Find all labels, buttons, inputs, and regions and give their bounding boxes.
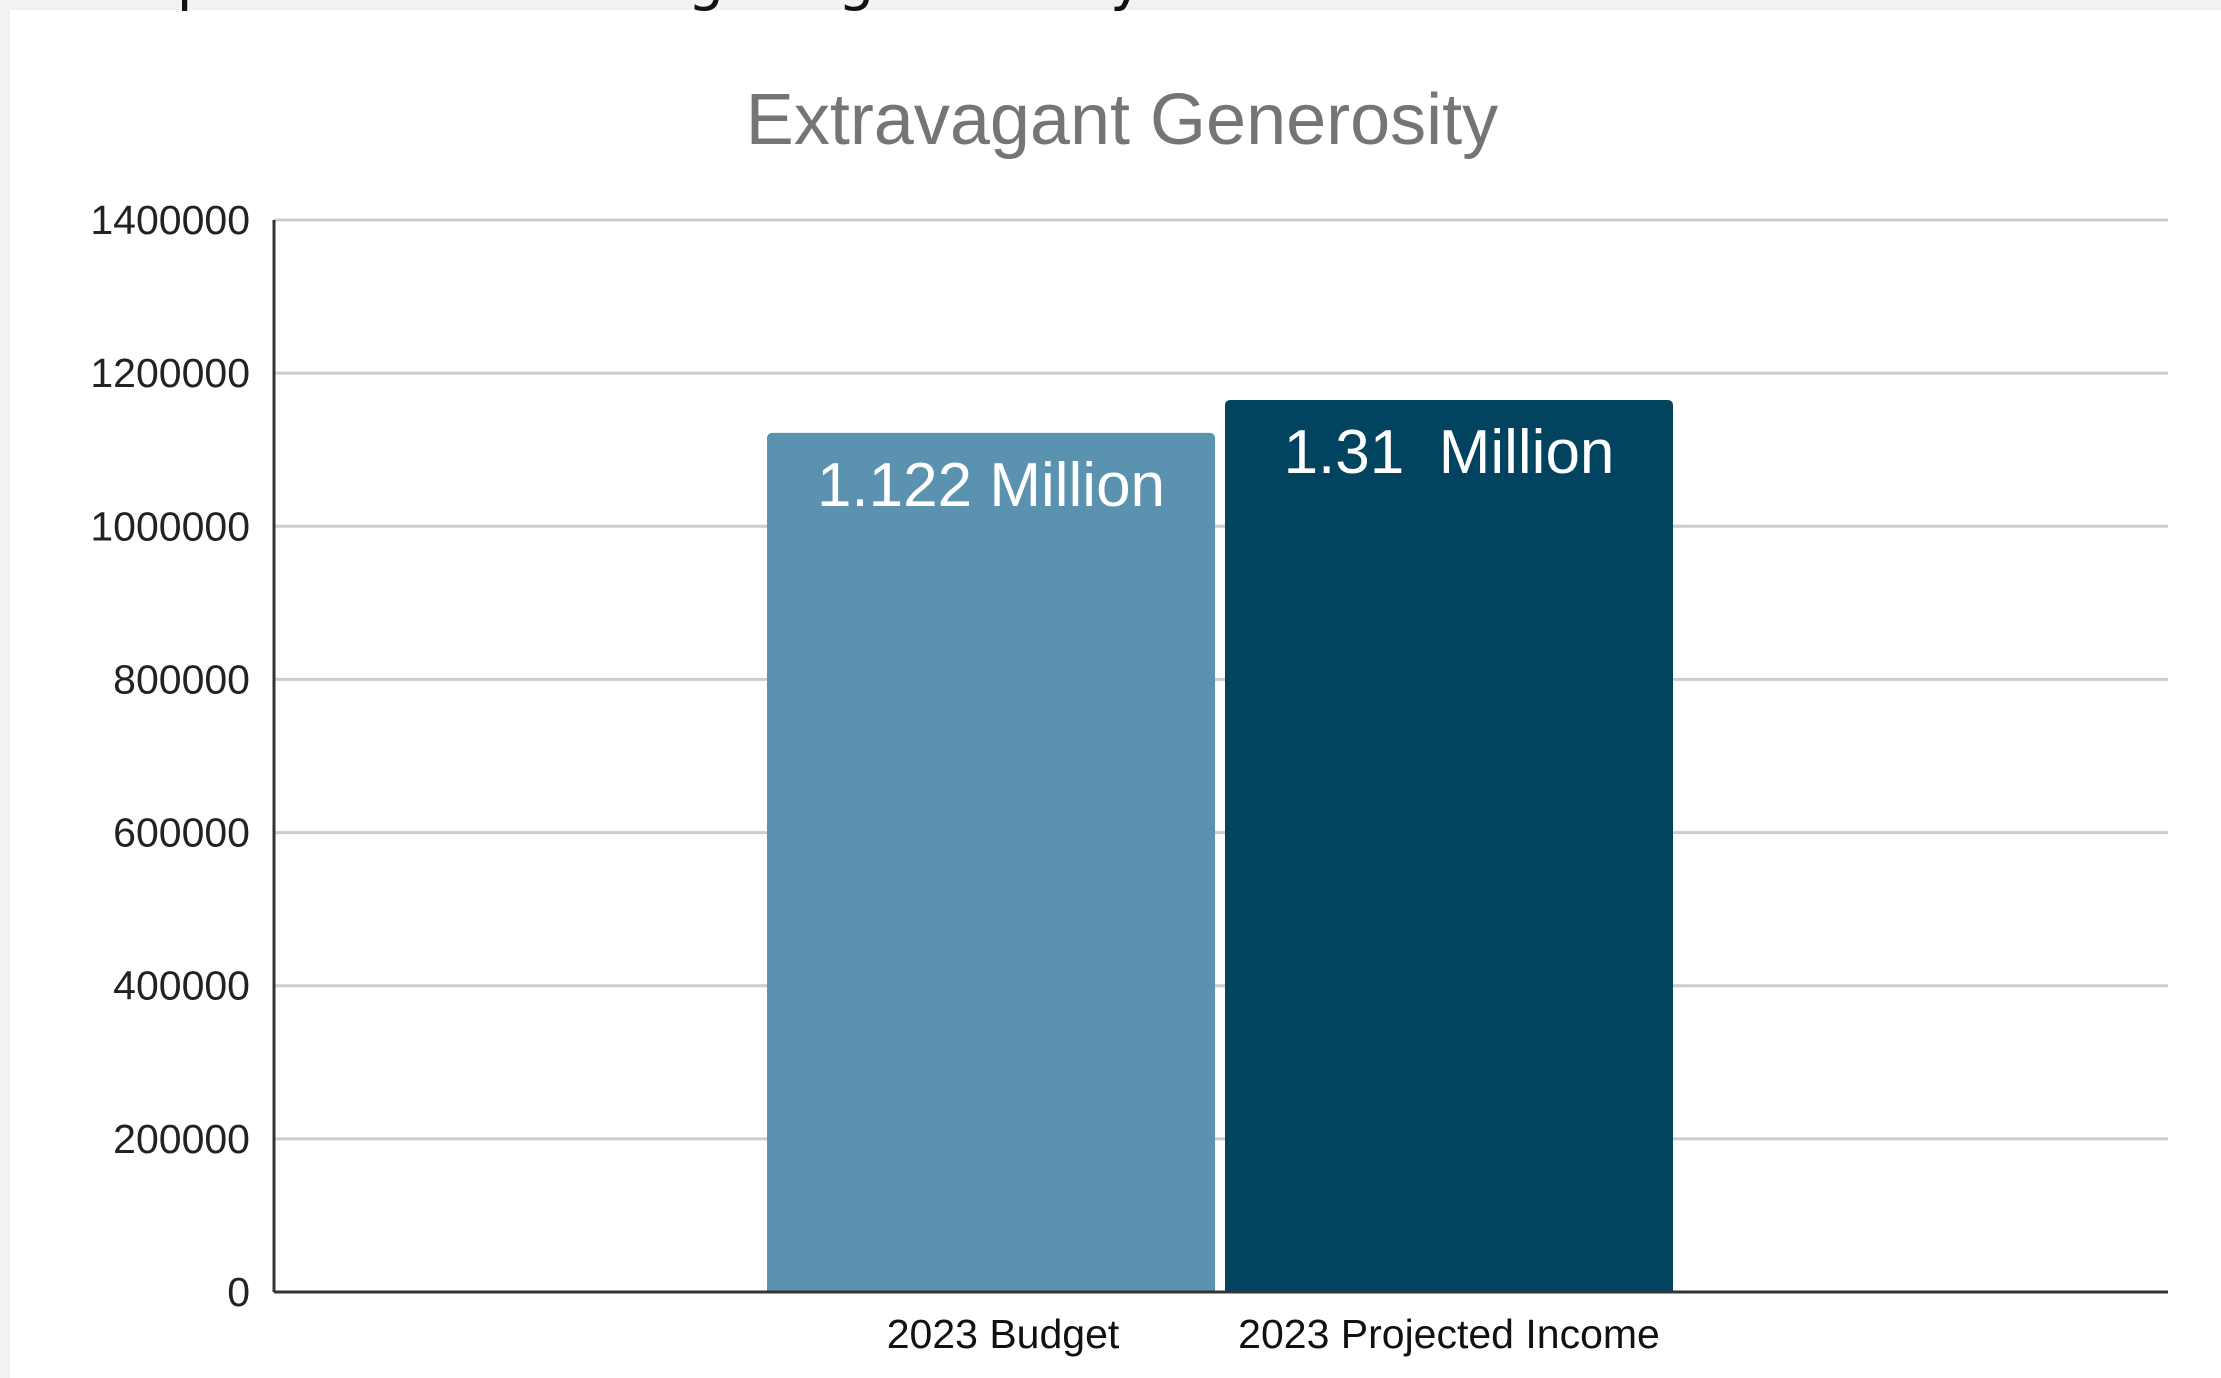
top-caption: have practiced extravagant generosity. (16, 0, 1154, 8)
bar (1225, 399, 1673, 1292)
y-tick-label: 400000 (113, 963, 250, 1009)
bar-base (767, 1282, 1215, 1292)
chart-card: Extravagant Generosity 0 200000 400000 6000… (10, 10, 2221, 1378)
y-tick-label: 600000 (113, 810, 250, 856)
x-category-label: 2023 Budget (887, 1311, 1120, 1357)
bars-layer (767, 399, 1673, 1293)
y-tick-label: 1000000 (90, 503, 250, 549)
x-category-label: 2023 Projected Income (1238, 1311, 1660, 1357)
chart-svg: Extravagant Generosity 0 200000 400000 6000… (90, 80, 2168, 1357)
bar (767, 432, 1215, 1293)
y-tick-label: 200000 (113, 1116, 250, 1162)
y-tick-label: 0 (227, 1269, 250, 1315)
axes-layer (272, 220, 2168, 1294)
bar-data-label: 1.31 Million (1284, 418, 1615, 487)
y-tick-label: 1400000 (90, 197, 250, 243)
grid-layer (274, 218, 2168, 1141)
labels-layer: 0 200000 400000 600000 800000 1000000 1200000 1… (90, 197, 1659, 1357)
bar-data-label: 1.122 Million (817, 451, 1165, 520)
chart-title: Extravagant Generosity (746, 80, 1498, 160)
y-tick-label: 1200000 (90, 350, 250, 396)
bar-base (1225, 1282, 1673, 1292)
y-tick-label: 800000 (113, 656, 250, 702)
